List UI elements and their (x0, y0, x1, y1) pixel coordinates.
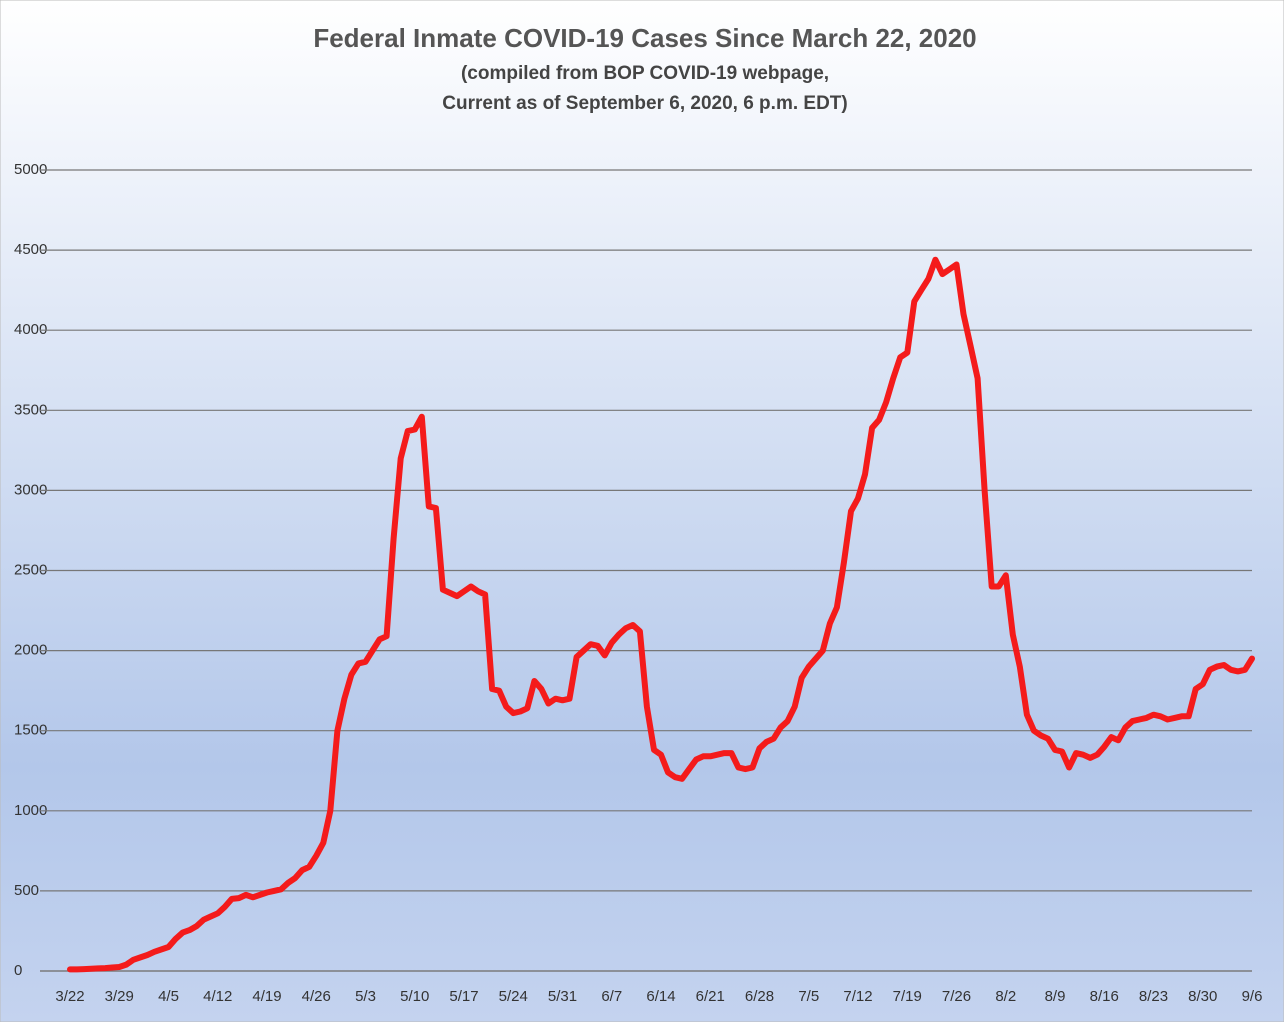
x-tick-label: 4/19 (252, 988, 281, 1005)
x-tick-label: 8/9 (1045, 988, 1066, 1005)
x-tick-label: 8/30 (1188, 988, 1217, 1005)
chart-subtitle: Current as of September 6, 2020, 6 p.m. … (442, 93, 847, 114)
x-tick-label: 3/29 (105, 988, 134, 1005)
x-tick-label: 7/12 (843, 988, 872, 1005)
y-tick-label: 1000 (14, 802, 47, 819)
y-tick-label: 2000 (14, 642, 47, 659)
x-tick-label: 5/24 (499, 988, 528, 1005)
x-tick-label: 3/22 (55, 988, 84, 1005)
y-tick-label: 0 (14, 962, 22, 979)
y-tick-label: 3000 (14, 481, 47, 498)
data-line (67, 256, 1255, 973)
y-tick-label: 500 (14, 882, 39, 899)
x-tick-label: 6/21 (696, 988, 725, 1005)
x-tick-label: 5/3 (355, 988, 376, 1005)
x-tick-label: 7/5 (798, 988, 819, 1005)
x-tick-label: 8/2 (995, 988, 1016, 1005)
x-tick-label: 4/5 (158, 988, 179, 1005)
y-tick-label: 4000 (14, 321, 47, 338)
x-tick-label: 8/23 (1139, 988, 1168, 1005)
x-tick-label: 4/26 (302, 988, 331, 1005)
x-tick-label: 8/16 (1090, 988, 1119, 1005)
x-tick-label: 5/31 (548, 988, 577, 1005)
x-tick-label: 6/14 (646, 988, 675, 1005)
x-tick-label: 5/10 (400, 988, 429, 1005)
x-tick-label: 6/7 (601, 988, 622, 1005)
y-tick-label: 2500 (14, 561, 47, 578)
x-tick-label: 9/6 (1242, 988, 1263, 1005)
y-tick-label: 3500 (14, 401, 47, 418)
x-tick-label: 5/17 (449, 988, 478, 1005)
y-tick-label: 4500 (14, 241, 47, 258)
x-tick-label: 7/19 (893, 988, 922, 1005)
y-tick-label: 1500 (14, 722, 47, 739)
chart-title: Federal Inmate COVID-19 Cases Since Marc… (313, 23, 976, 53)
x-tick-label: 4/12 (203, 988, 232, 1005)
chart-subtitle: (compiled from BOP COVID-19 webpage, (461, 63, 829, 84)
y-tick-label: 5000 (14, 161, 47, 178)
x-tick-label: 6/28 (745, 988, 774, 1005)
x-tick-label: 7/26 (942, 988, 971, 1005)
